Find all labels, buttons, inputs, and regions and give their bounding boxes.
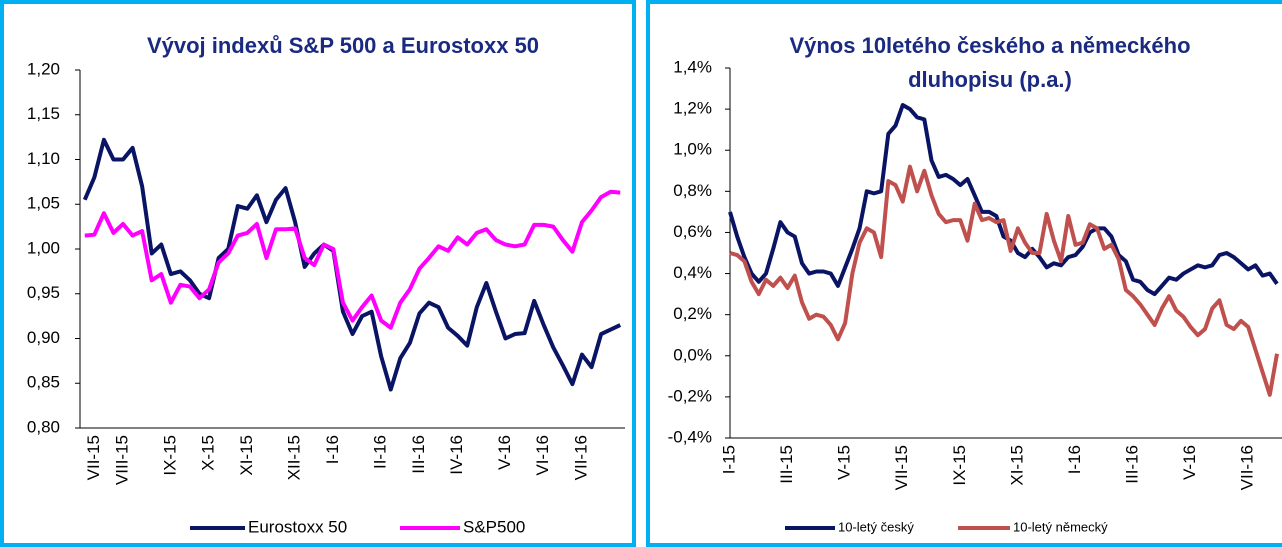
x-tick-label: VII-15 <box>84 435 103 480</box>
x-tick-label: IV-16 <box>447 435 466 475</box>
x-tick-label: XII-15 <box>285 435 304 480</box>
y-tick-label: -0,2% <box>668 386 712 405</box>
x-tick-label: VII-16 <box>571 435 590 480</box>
y-tick-label: 1,20 <box>27 59 60 78</box>
x-tick-label: VIII-15 <box>113 435 132 485</box>
series-line <box>728 103 1279 297</box>
right-panel-border <box>646 0 1282 547</box>
y-tick-label: 0,80 <box>27 417 60 436</box>
y-tick-label: 0,90 <box>27 328 60 347</box>
y-tick-label: 1,15 <box>27 104 60 123</box>
x-tick-label: XI-15 <box>1007 445 1026 486</box>
x-tick-label: VII-15 <box>892 445 911 490</box>
y-tick-label: 0,4% <box>673 263 712 282</box>
y-tick-label: 0,8% <box>673 181 712 200</box>
x-tick-label: II-16 <box>371 435 390 469</box>
x-tick-label: V-15 <box>835 445 854 480</box>
y-tick-label: 0,85 <box>27 373 60 392</box>
legend-label: 10-letý německý <box>1013 519 1108 534</box>
y-tick-label: 1,05 <box>27 194 60 213</box>
series-line <box>729 164 1279 397</box>
chart-title: Vývoj indexů S&P 500 a Eurostoxx 50 <box>147 33 539 58</box>
left-panel-border <box>0 0 636 547</box>
y-tick-label: 0,95 <box>27 283 60 302</box>
y-tick-label: 1,2% <box>673 99 712 118</box>
x-tick-label: IX-15 <box>950 445 969 486</box>
title-background <box>738 28 1268 100</box>
x-tick-label: VII-16 <box>1238 445 1257 490</box>
series-line <box>84 189 621 330</box>
y-tick-label: 1,4% <box>673 57 712 76</box>
x-tick-label: IX-15 <box>160 435 179 476</box>
x-tick-label: III-15 <box>777 445 796 484</box>
legend-label: Eurostoxx 50 <box>248 517 347 536</box>
y-tick-label: 0,6% <box>673 222 712 241</box>
chart-title: dluhopisu (p.a.) <box>908 67 1072 92</box>
x-tick-label: VI-16 <box>533 435 552 476</box>
x-tick-label: III-16 <box>409 435 428 474</box>
legend-label: 10-letý český <box>838 519 914 534</box>
series-line <box>82 137 622 392</box>
y-tick-label: 0,2% <box>673 304 712 323</box>
x-tick-label: I-16 <box>323 435 342 464</box>
x-tick-label: I-15 <box>719 445 738 474</box>
x-tick-label: V-16 <box>495 435 514 470</box>
legend-label: S&P500 <box>463 517 525 536</box>
x-tick-label: I-16 <box>1065 445 1084 474</box>
chart-title: Výnos 10letého českého a německého <box>789 33 1190 58</box>
x-tick-label: X-15 <box>199 435 218 471</box>
y-tick-label: 1,10 <box>27 149 60 168</box>
y-tick-label: 0,0% <box>673 345 712 364</box>
x-tick-label: III-16 <box>1123 445 1142 484</box>
y-tick-label: -0,4% <box>668 427 712 446</box>
y-tick-label: 1,0% <box>673 140 712 159</box>
x-tick-label: XI-15 <box>237 435 256 476</box>
y-tick-label: 1,00 <box>27 238 60 257</box>
x-tick-label: V-16 <box>1180 445 1199 480</box>
